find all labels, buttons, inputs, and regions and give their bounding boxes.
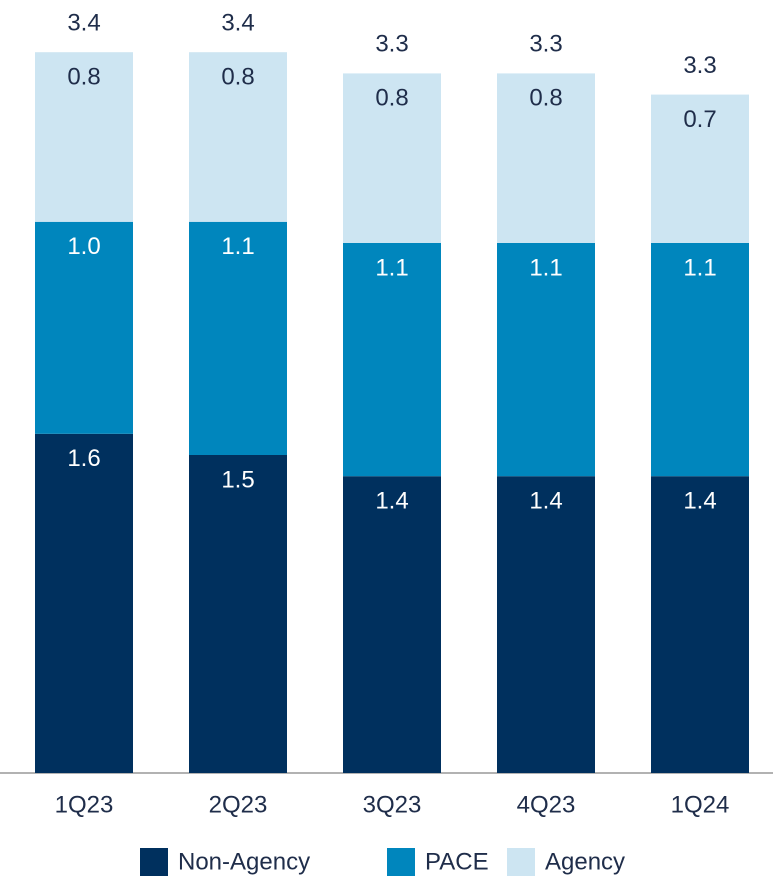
legend-label: Agency [545,848,625,875]
value-label: 1.1 [529,254,562,281]
value-label: 0.8 [375,85,408,112]
value-label: 1.4 [529,488,562,515]
bar-segment [651,476,749,773]
bar-segment [651,94,749,243]
legend-swatch [140,848,168,876]
total-label: 3.3 [375,31,408,58]
value-label: 1.1 [221,233,254,260]
total-label: 3.3 [683,52,716,79]
value-label: 1.0 [67,233,100,260]
legend-label: Non-Agency [178,848,310,875]
value-label: 0.8 [67,64,100,91]
value-label: 1.6 [67,445,100,472]
value-label: 1.4 [375,488,408,515]
bar-segment [497,243,595,477]
legend-swatch [387,848,415,876]
bar-segment [343,73,441,244]
total-label: 3.3 [529,31,562,58]
x-tick-label: 1Q23 [55,791,114,818]
bar-segment [651,243,749,477]
bar-segment [497,73,595,244]
bar-segment [189,52,287,222]
x-tick-label: 4Q23 [517,791,576,818]
value-label: 0.8 [221,64,254,91]
value-label: 1.5 [221,466,254,493]
bar-segment [35,221,133,434]
bar-segment [343,243,441,477]
bar-segment [189,455,287,773]
x-tick-label: 1Q24 [671,791,730,818]
value-label: 1.1 [683,254,716,281]
value-label: 0.8 [529,85,562,112]
value-label: 1.4 [683,488,716,515]
value-label: 0.7 [683,106,716,133]
value-label: 1.1 [375,254,408,281]
x-tick-label: 3Q23 [363,791,422,818]
legend-swatch [507,848,535,876]
x-tick-label: 2Q23 [209,791,268,818]
bar-segment [189,221,287,455]
legend-label: PACE [425,848,489,875]
bar-segment [343,476,441,773]
total-label: 3.4 [221,10,254,37]
bar-segment [497,476,595,773]
total-label: 3.4 [67,10,100,37]
bar-segment [35,433,133,773]
bar-segment [35,52,133,222]
